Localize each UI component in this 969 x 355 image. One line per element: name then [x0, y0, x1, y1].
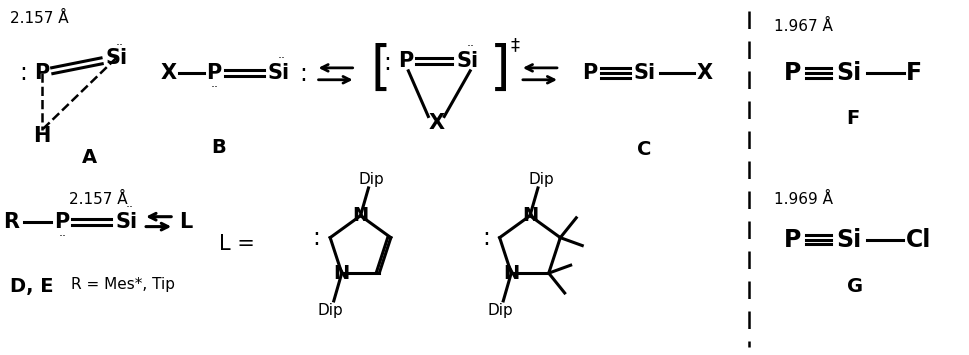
Text: P: P: [206, 63, 222, 83]
Text: Dip: Dip: [528, 173, 554, 187]
Text: ··: ··: [125, 201, 134, 214]
Text: :: :: [298, 62, 306, 86]
Text: Si: Si: [836, 61, 861, 85]
Text: P: P: [54, 212, 69, 232]
Text: P: P: [582, 63, 598, 83]
Text: X: X: [428, 114, 445, 133]
Text: 1.967 Å: 1.967 Å: [774, 19, 833, 34]
Text: :: :: [482, 226, 489, 250]
Text: :: :: [19, 61, 27, 85]
Text: Si: Si: [267, 63, 290, 83]
Text: L: L: [179, 212, 193, 232]
Text: Si: Si: [115, 212, 138, 232]
Text: Dip: Dip: [318, 303, 344, 318]
Text: [: [: [370, 43, 391, 95]
Text: F: F: [906, 61, 922, 85]
Text: F: F: [846, 109, 860, 127]
Text: ··: ··: [58, 230, 67, 243]
Text: N: N: [353, 206, 368, 225]
Text: H: H: [33, 126, 50, 146]
Text: A: A: [81, 148, 97, 167]
Text: X: X: [697, 63, 712, 83]
Text: R = Mes*, Tip: R = Mes*, Tip: [72, 277, 175, 292]
Text: N: N: [503, 264, 519, 283]
Text: X: X: [161, 63, 177, 83]
Text: D, E: D, E: [10, 277, 53, 296]
Text: Si: Si: [456, 51, 479, 71]
Text: ··: ··: [466, 40, 474, 54]
Text: Si: Si: [634, 63, 656, 83]
Text: :: :: [312, 226, 320, 250]
Text: ]: ]: [489, 43, 511, 95]
Text: Dip: Dip: [487, 303, 514, 318]
Text: ··: ··: [115, 39, 123, 51]
Text: 2.157 Å: 2.157 Å: [69, 192, 128, 207]
Text: Si: Si: [836, 228, 861, 251]
Text: ‡: ‡: [510, 36, 519, 54]
Text: Si: Si: [106, 48, 127, 68]
Text: ··: ··: [211, 81, 219, 94]
Text: P: P: [784, 228, 800, 251]
Text: C: C: [638, 140, 652, 159]
Text: P: P: [784, 61, 800, 85]
Text: G: G: [848, 277, 863, 296]
Text: N: N: [333, 264, 350, 283]
Text: 2.157 Å: 2.157 Å: [10, 11, 68, 26]
Text: B: B: [211, 138, 227, 157]
Text: ··: ··: [278, 53, 286, 65]
Text: L =: L =: [219, 234, 255, 255]
Text: N: N: [522, 206, 538, 225]
Text: Dip: Dip: [359, 173, 385, 187]
Text: R: R: [4, 212, 19, 232]
Text: Cl: Cl: [906, 228, 931, 251]
Text: 1.969 Å: 1.969 Å: [774, 192, 833, 207]
Text: P: P: [34, 63, 49, 83]
Text: P: P: [397, 51, 413, 71]
Text: :: :: [384, 51, 391, 75]
